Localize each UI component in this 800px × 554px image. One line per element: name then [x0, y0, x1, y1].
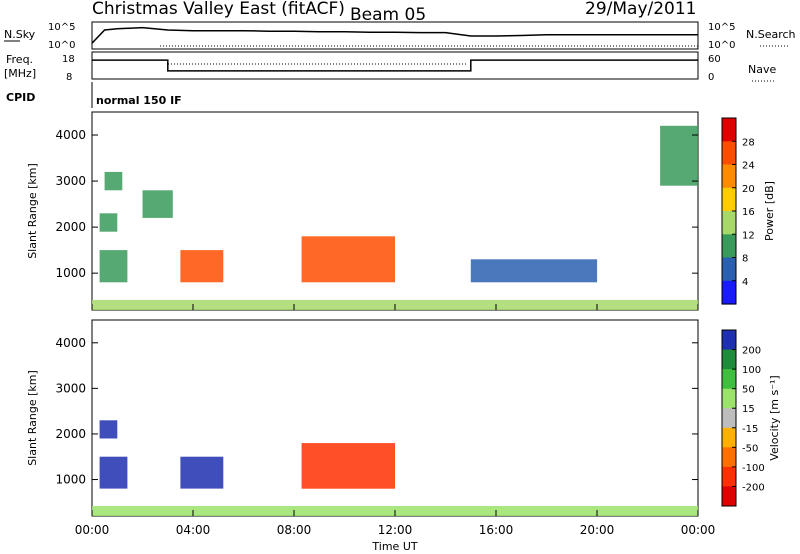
noise-sky-line: [91, 26, 698, 44]
y-tick-label: 3000: [55, 174, 86, 188]
x-tick-label: 12:00: [378, 523, 413, 537]
y-tick-label: 1000: [55, 266, 86, 280]
velocity-colorbar-label: Velocity [m s⁻¹]: [768, 375, 781, 460]
echo-region: [660, 125, 698, 186]
colorbar-segment: [722, 369, 736, 390]
colorbar-segment: [722, 330, 736, 351]
colorbar-segment: [722, 141, 736, 166]
echo-region: [99, 250, 128, 283]
noise-left-label: N.Sky: [4, 28, 36, 41]
colorbar-segment: [722, 118, 736, 142]
power-ylabel: Slant Range [km]: [26, 163, 39, 259]
echo-region: [99, 456, 128, 489]
colorbar-segment: [722, 447, 736, 468]
x-tick-label: 16:00: [479, 523, 514, 537]
power-colorbar: 28 24 20 16 12 8 4: [721, 117, 755, 305]
x-axis-label: Time UT: [371, 540, 417, 553]
x-tick-label: 00:00: [681, 523, 716, 537]
colorbar-segment: [722, 234, 736, 259]
noise-right-tick-bottom: 10^0: [708, 40, 735, 51]
y-tick-label: 2000: [55, 220, 86, 234]
echo-region: [180, 456, 224, 489]
noise-right-label: N.Search: [746, 28, 796, 41]
echo-region: [99, 213, 118, 232]
colorbar-segment: [722, 257, 736, 282]
y-tick-label: 4000: [55, 336, 86, 350]
y-tick-label: 1000: [55, 473, 86, 487]
colorbar-tick-label: 24: [742, 161, 755, 172]
echo-region: [99, 420, 118, 439]
colorbar-tick-label: -100: [742, 463, 765, 474]
colorbar-frame: [721, 329, 737, 507]
echo-region: [180, 250, 224, 283]
colorbar-tick-label: 20: [742, 184, 755, 195]
freq-series: [92, 59, 698, 72]
x-tick-label: 08:00: [277, 523, 312, 537]
x-axis-ticks: 00:00 04:00 08:00 12:00 16:00 20:00 00:00: [75, 304, 716, 537]
echo-region: [301, 236, 395, 283]
echo-region: [301, 443, 395, 489]
cpid-value: normal 150 IF: [96, 94, 182, 107]
y-tick-label: 2000: [55, 427, 86, 441]
nave-tick-top: 60: [708, 54, 721, 65]
colorbar-segment: [722, 164, 736, 189]
cpid-label: CPID: [6, 91, 35, 104]
x-tick-label: 20:00: [580, 523, 615, 537]
freq-left-unit: [MHz]: [4, 67, 36, 80]
velocity-ylabel: Slant Range [km]: [26, 370, 39, 466]
colorbar-tick-label: -200: [742, 482, 765, 493]
x-tick-label: 04:00: [176, 523, 211, 537]
colorbar-tick-label: 50: [742, 385, 755, 396]
beam-label: Beam 05: [350, 5, 426, 25]
echo-region: [104, 171, 123, 191]
y-tick-label: 4000: [55, 128, 86, 142]
colorbar-tick-label: 4: [742, 277, 748, 288]
freq-tick-bottom: 8: [66, 72, 72, 83]
colorbar-tick-label: -50: [742, 443, 758, 454]
freq-tick-top: 18: [62, 54, 75, 65]
colorbar-segment: [722, 349, 736, 370]
freq-left-label: Freq.: [6, 53, 33, 66]
noise-left-tick-bottom: 10^0: [48, 40, 75, 51]
colorbar-tick-label: 200: [742, 346, 761, 357]
colorbar-tick-label: 16: [742, 207, 755, 218]
velocity-yticks: 4000 3000 2000 1000: [55, 336, 698, 487]
frequency-panel-frame: [91, 51, 699, 80]
colorbar-tick-label: 12: [742, 230, 755, 241]
colorbar-segment: [722, 280, 736, 305]
velocity-colorbar: 200 100 50 15 -15 -50 -100 -200: [721, 329, 765, 507]
nave-label: Nave: [748, 63, 776, 76]
nave-tick-bottom: 0: [708, 72, 714, 83]
colorbar-segment: [722, 486, 736, 507]
figure-title: Christmas Valley East (fitACF): [92, 0, 345, 19]
colorbar-segment: [722, 427, 736, 448]
x-tick-label: 00:00: [75, 523, 110, 537]
noise-left-tick-top: 10^5: [48, 22, 75, 33]
colorbar-segment: [722, 211, 736, 235]
colorbar-segment: [722, 408, 736, 429]
colorbar-tick-label: 28: [742, 137, 755, 148]
colorbar-segment: [722, 466, 736, 487]
colorbar-segment: [722, 187, 736, 212]
noise-right-tick-top: 10^5: [708, 22, 735, 33]
power-yticks: 4000 3000 2000 1000: [55, 128, 698, 280]
colorbar-tick-label: 8: [742, 254, 748, 265]
colorbar-tick-label: 15: [742, 404, 755, 415]
power-colorbar-label: Power [dB]: [763, 181, 776, 241]
echo-region: [470, 259, 598, 283]
colorbar-tick-label: 100: [742, 365, 761, 376]
colorbar-tick-label: -15: [742, 424, 758, 435]
colorbar-segment: [722, 388, 736, 409]
noise-series: [91, 26, 698, 44]
y-tick-label: 3000: [55, 381, 86, 395]
date-label: 29/May/2011: [585, 0, 697, 19]
echo-region: [142, 190, 173, 218]
frequency-line: [92, 59, 698, 72]
